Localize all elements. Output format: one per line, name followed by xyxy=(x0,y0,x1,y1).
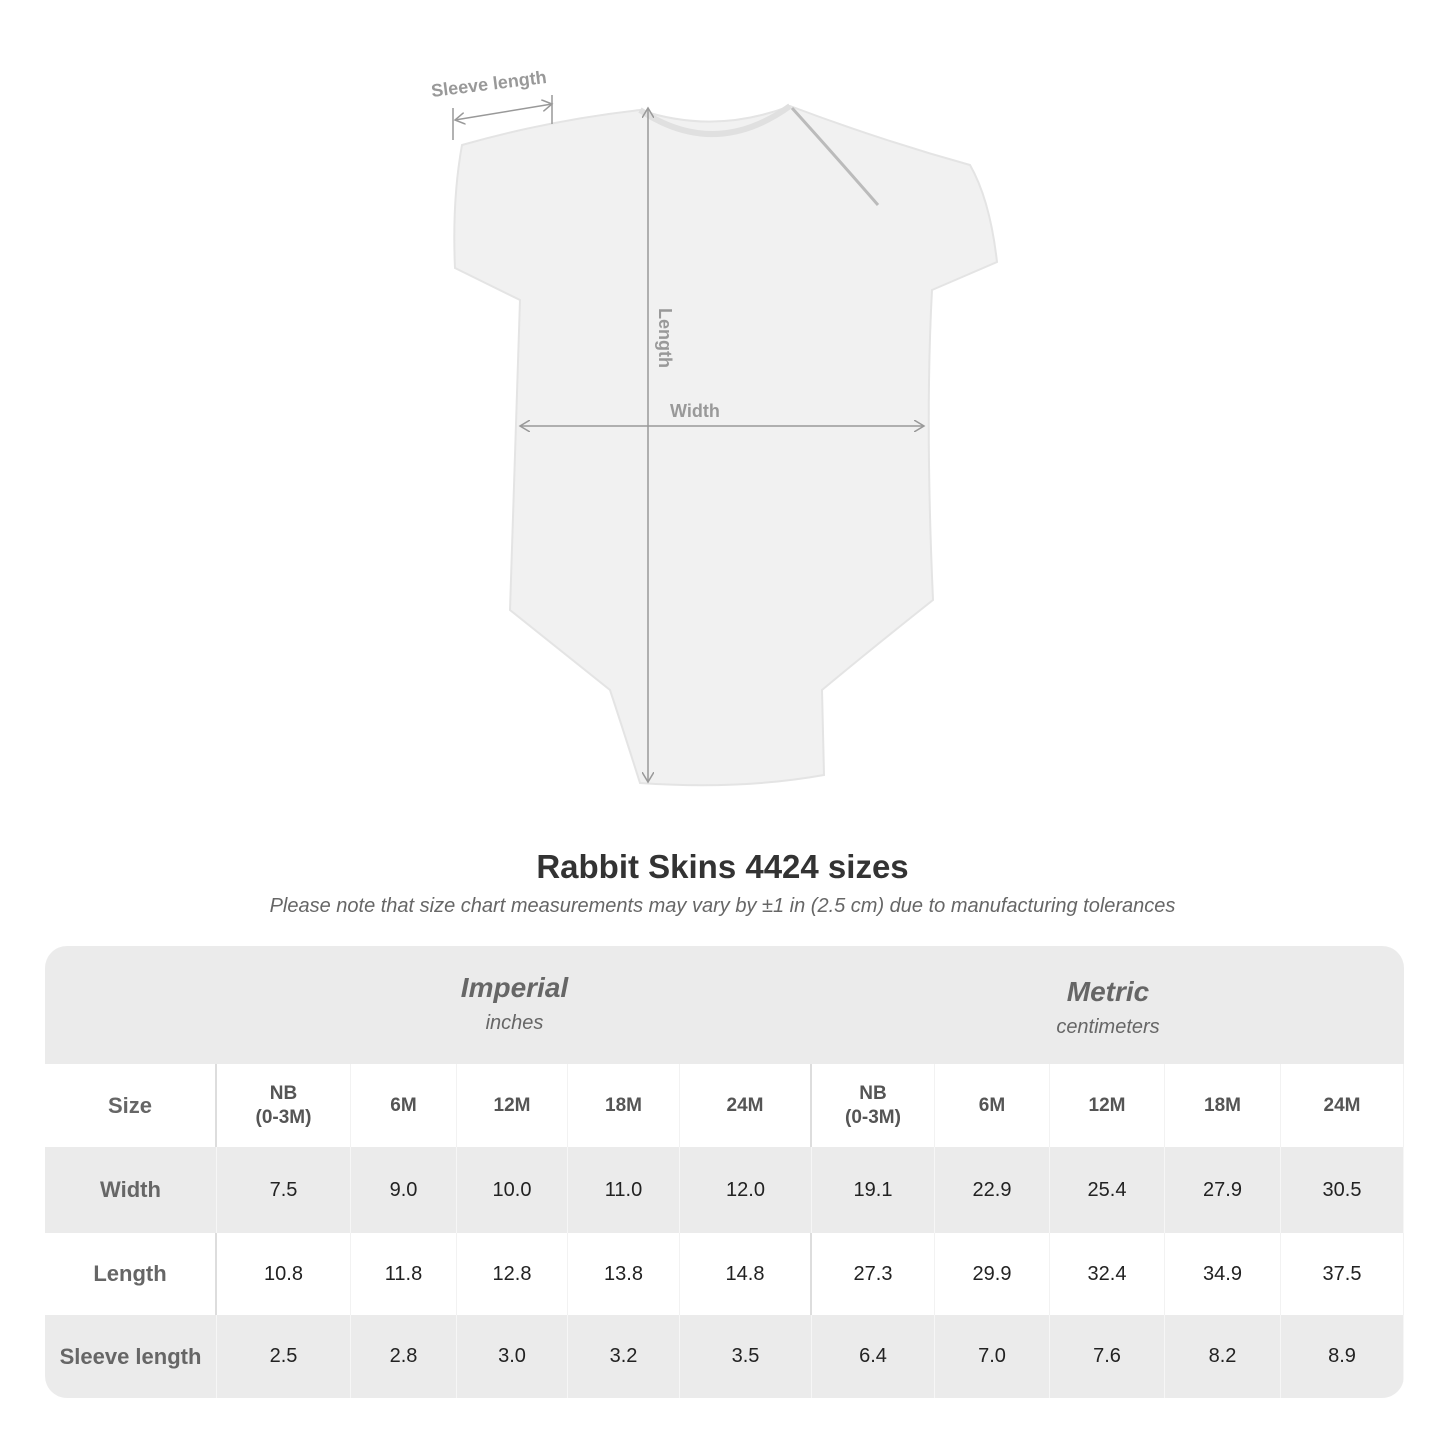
size-header-row: Size NB (0-3M) 6M 12M 18M 24M NB (0-3M) 6M 12M 18… xyxy=(45,1064,1404,1147)
size-header: 6M xyxy=(351,1064,457,1147)
table-row: Sleeve length 2.5 2.8 3.0 3.2 3.5 6.4 7.0 7.6 8.2… xyxy=(45,1315,1404,1398)
table-cell: 3.5 xyxy=(680,1315,812,1398)
table-cell: 30.5 xyxy=(1281,1147,1404,1233)
row-label: Length xyxy=(45,1233,217,1315)
table-cell: 32.4 xyxy=(1050,1233,1165,1315)
onesie-silhouette xyxy=(453,104,999,787)
size-header: NB (0-3M) xyxy=(217,1064,351,1147)
metric-unit: centimeters xyxy=(1056,1016,1160,1038)
row-label: Width xyxy=(45,1147,217,1233)
table-cell: 8.2 xyxy=(1165,1315,1281,1398)
table-cell: 12.8 xyxy=(457,1233,568,1315)
table-cell: 3.0 xyxy=(457,1315,568,1398)
neckline xyxy=(638,103,792,137)
onesie-diagram: Sleeve length Length Width xyxy=(430,67,999,787)
table-cell: 10.8 xyxy=(217,1233,351,1315)
table-cell: 19.1 xyxy=(812,1147,935,1233)
table-row: Width 7.5 9.0 10.0 11.0 12.0 19.1 22.9 25.4 27.9 3… xyxy=(45,1147,1404,1233)
table-cell: 10.0 xyxy=(457,1147,568,1233)
imperial-unit: inches xyxy=(485,1012,544,1034)
size-header: 18M xyxy=(568,1064,680,1147)
table-cell: 25.4 xyxy=(1050,1147,1165,1233)
table-cell: 9.0 xyxy=(351,1147,457,1233)
row-label: Sleeve length xyxy=(45,1315,217,1398)
table-cell: 7.5 xyxy=(217,1147,351,1233)
table-cell: 8.9 xyxy=(1281,1315,1404,1398)
row-label: Size xyxy=(45,1064,217,1147)
size-header: 18M xyxy=(1165,1064,1281,1147)
table-cell: 14.8 xyxy=(680,1233,812,1315)
size-header: 12M xyxy=(457,1064,568,1147)
size-header: 6M xyxy=(935,1064,1050,1147)
size-table: Imperial inches Metric centimeters Size N… xyxy=(45,946,1404,1398)
width-label: Width xyxy=(670,401,720,421)
size-header: 24M xyxy=(680,1064,812,1147)
size-header: NB (0-3M) xyxy=(812,1064,935,1147)
metric-header: Metric centimeters xyxy=(812,946,1404,1064)
table-cell: 27.3 xyxy=(812,1233,935,1315)
chart-title: Rabbit Skins 4424 sizes xyxy=(536,848,909,885)
table-cell: 6.4 xyxy=(812,1315,935,1398)
table-cell: 7.0 xyxy=(935,1315,1050,1398)
table-cell: 2.8 xyxy=(351,1315,457,1398)
size-header: 24M xyxy=(1281,1064,1404,1147)
table-cell: 27.9 xyxy=(1165,1147,1281,1233)
imperial-header: Imperial inches xyxy=(217,946,812,1064)
length-label: Length xyxy=(655,308,675,368)
shoulder-fold xyxy=(790,106,880,206)
table-row: Length 10.8 11.8 12.8 13.8 14.8 27.3 29.9 32.4 34… xyxy=(45,1233,1404,1315)
table-cell: 13.8 xyxy=(568,1233,680,1315)
sleeve-label: Sleeve length xyxy=(430,67,548,101)
tolerance-note: Please note that size chart measurements… xyxy=(269,895,1176,917)
table-cell: 11.8 xyxy=(351,1233,457,1315)
table-cell: 11.0 xyxy=(568,1147,680,1233)
table-cell: 3.2 xyxy=(568,1315,680,1398)
table-cell: 2.5 xyxy=(217,1315,351,1398)
table-cell: 12.0 xyxy=(680,1147,812,1233)
table-cell: 34.9 xyxy=(1165,1233,1281,1315)
sleeve-arrow xyxy=(455,104,552,120)
table-cell: 22.9 xyxy=(935,1147,1050,1233)
metric-title: Metric xyxy=(1066,976,1150,1007)
size-header: 12M xyxy=(1050,1064,1165,1147)
imperial-title: Imperial xyxy=(460,972,569,1003)
table-cell: 7.6 xyxy=(1050,1315,1165,1398)
table-cell: 29.9 xyxy=(935,1233,1050,1315)
table-cell: 37.5 xyxy=(1281,1233,1404,1315)
